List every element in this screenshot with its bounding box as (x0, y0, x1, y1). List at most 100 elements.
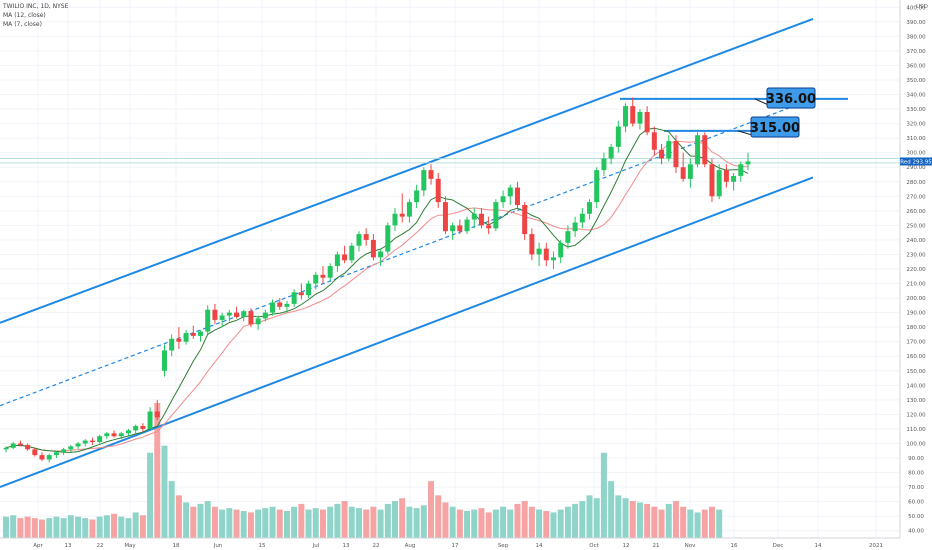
candle-body[interactable] (320, 274, 326, 278)
candle-body[interactable] (608, 146, 614, 159)
candle-body[interactable] (248, 311, 254, 325)
candle-body[interactable] (406, 202, 412, 217)
candle-body[interactable] (687, 164, 693, 179)
candle-body[interactable] (514, 187, 520, 206)
candle-body[interactable] (587, 202, 593, 214)
candle-body[interactable] (543, 248, 549, 261)
candle-body[interactable] (277, 302, 283, 307)
candle-body[interactable] (356, 234, 362, 246)
candle-body[interactable] (651, 132, 657, 150)
candle-body[interactable] (457, 225, 463, 232)
callout-label[interactable]: 315.00 (750, 121, 800, 136)
candle-body[interactable] (572, 222, 578, 232)
callout-box[interactable] (766, 87, 816, 109)
candle-body[interactable] (601, 158, 607, 171)
channel-lower-line[interactable] (0, 176, 814, 489)
candle-body[interactable] (378, 251, 384, 258)
candle-body[interactable] (53, 452, 59, 456)
candle-body[interactable] (125, 430, 131, 434)
candle-body[interactable] (154, 411, 160, 418)
candle-body[interactable] (133, 426, 139, 431)
candle-body[interactable] (61, 449, 67, 453)
candle-body[interactable] (579, 213, 585, 223)
candle-body[interactable] (313, 274, 319, 284)
candle-body[interactable] (327, 266, 333, 278)
candle-body[interactable] (637, 111, 643, 124)
candle-body[interactable] (46, 455, 52, 460)
candle-body[interactable] (442, 202, 448, 232)
candle-body[interactable] (334, 254, 340, 267)
candle-body[interactable] (111, 433, 117, 437)
candle-body[interactable] (270, 302, 276, 313)
time-axis[interactable]: Apr 13 22 May 18 Jun 15 Jul 13 22 Aug 17 Sep 14 Oct 12 2… (0, 537, 900, 550)
candle-body[interactable] (140, 426, 146, 429)
candle-body[interactable] (82, 440, 88, 444)
candle-body[interactable] (39, 455, 45, 460)
candle-body[interactable] (385, 225, 391, 252)
candle-body[interactable] (10, 443, 16, 448)
candle-body[interactable] (342, 254, 348, 261)
candle-body[interactable] (529, 234, 535, 255)
callout-label[interactable]: 336.00 (766, 92, 816, 107)
candle-body[interactable] (623, 106, 629, 127)
candle-body[interactable] (255, 318, 261, 325)
candle-body[interactable] (716, 170, 722, 197)
candle-body[interactable] (212, 309, 218, 320)
candle-body[interactable] (363, 234, 369, 240)
candle-body[interactable] (118, 433, 124, 437)
candle-body[interactable] (478, 213, 484, 226)
candle-body[interactable] (666, 141, 672, 159)
price-tag[interactable] (900, 157, 932, 166)
candle-body[interactable] (190, 332, 196, 336)
candle-body[interactable] (284, 303, 290, 307)
callout-box[interactable] (750, 116, 800, 138)
candle-body[interactable] (414, 190, 420, 203)
candle-body[interactable] (450, 225, 456, 232)
candle-body[interactable] (536, 248, 542, 255)
candle-body[interactable] (486, 225, 492, 229)
candle-body[interactable] (219, 315, 225, 320)
candle-body[interactable] (370, 239, 376, 258)
candle-body[interactable] (435, 178, 441, 203)
candle-body[interactable] (644, 111, 650, 133)
candle-body[interactable] (428, 170, 434, 179)
candle-body[interactable] (25, 444, 31, 450)
candle-body[interactable] (565, 231, 571, 243)
candle-body[interactable] (493, 202, 499, 229)
candle-body[interactable] (234, 312, 240, 317)
candle-body[interactable] (89, 440, 95, 443)
candle-body[interactable] (104, 433, 110, 437)
candle-body[interactable] (205, 309, 211, 332)
candle-body[interactable] (522, 205, 528, 235)
candle-body[interactable] (630, 106, 636, 124)
candle-body[interactable] (594, 170, 600, 203)
candle-body[interactable] (738, 164, 744, 176)
price-callouts[interactable]: 336.00 315.00 (737, 87, 816, 138)
candle-body[interactable] (349, 245, 355, 261)
candle-body[interactable] (169, 338, 175, 351)
candle-body[interactable] (298, 292, 304, 296)
candle-body[interactable] (471, 213, 477, 220)
channel-upper-line[interactable] (0, 17, 814, 324)
candle-body[interactable] (399, 213, 405, 217)
candle-body[interactable] (68, 446, 74, 450)
candle-body[interactable] (75, 443, 81, 447)
candle-body[interactable] (673, 141, 679, 168)
candle-body[interactable] (702, 135, 708, 165)
candle-body[interactable] (32, 449, 38, 456)
candle-body[interactable] (291, 292, 297, 304)
candle-body[interactable] (695, 135, 701, 165)
candle-body[interactable] (161, 350, 167, 371)
candle-body[interactable] (241, 311, 247, 317)
candle-body[interactable] (17, 443, 23, 445)
candle-body[interactable] (615, 126, 621, 147)
candle-body[interactable] (226, 312, 232, 316)
candle-body[interactable] (421, 170, 427, 191)
candle-body[interactable] (507, 187, 513, 197)
candle-body[interactable] (709, 164, 715, 197)
candle-body[interactable] (550, 257, 556, 261)
candle-body[interactable] (183, 332, 189, 342)
candle-body[interactable] (745, 161, 751, 165)
candle-body[interactable] (262, 312, 268, 319)
candle-body[interactable] (392, 213, 398, 226)
